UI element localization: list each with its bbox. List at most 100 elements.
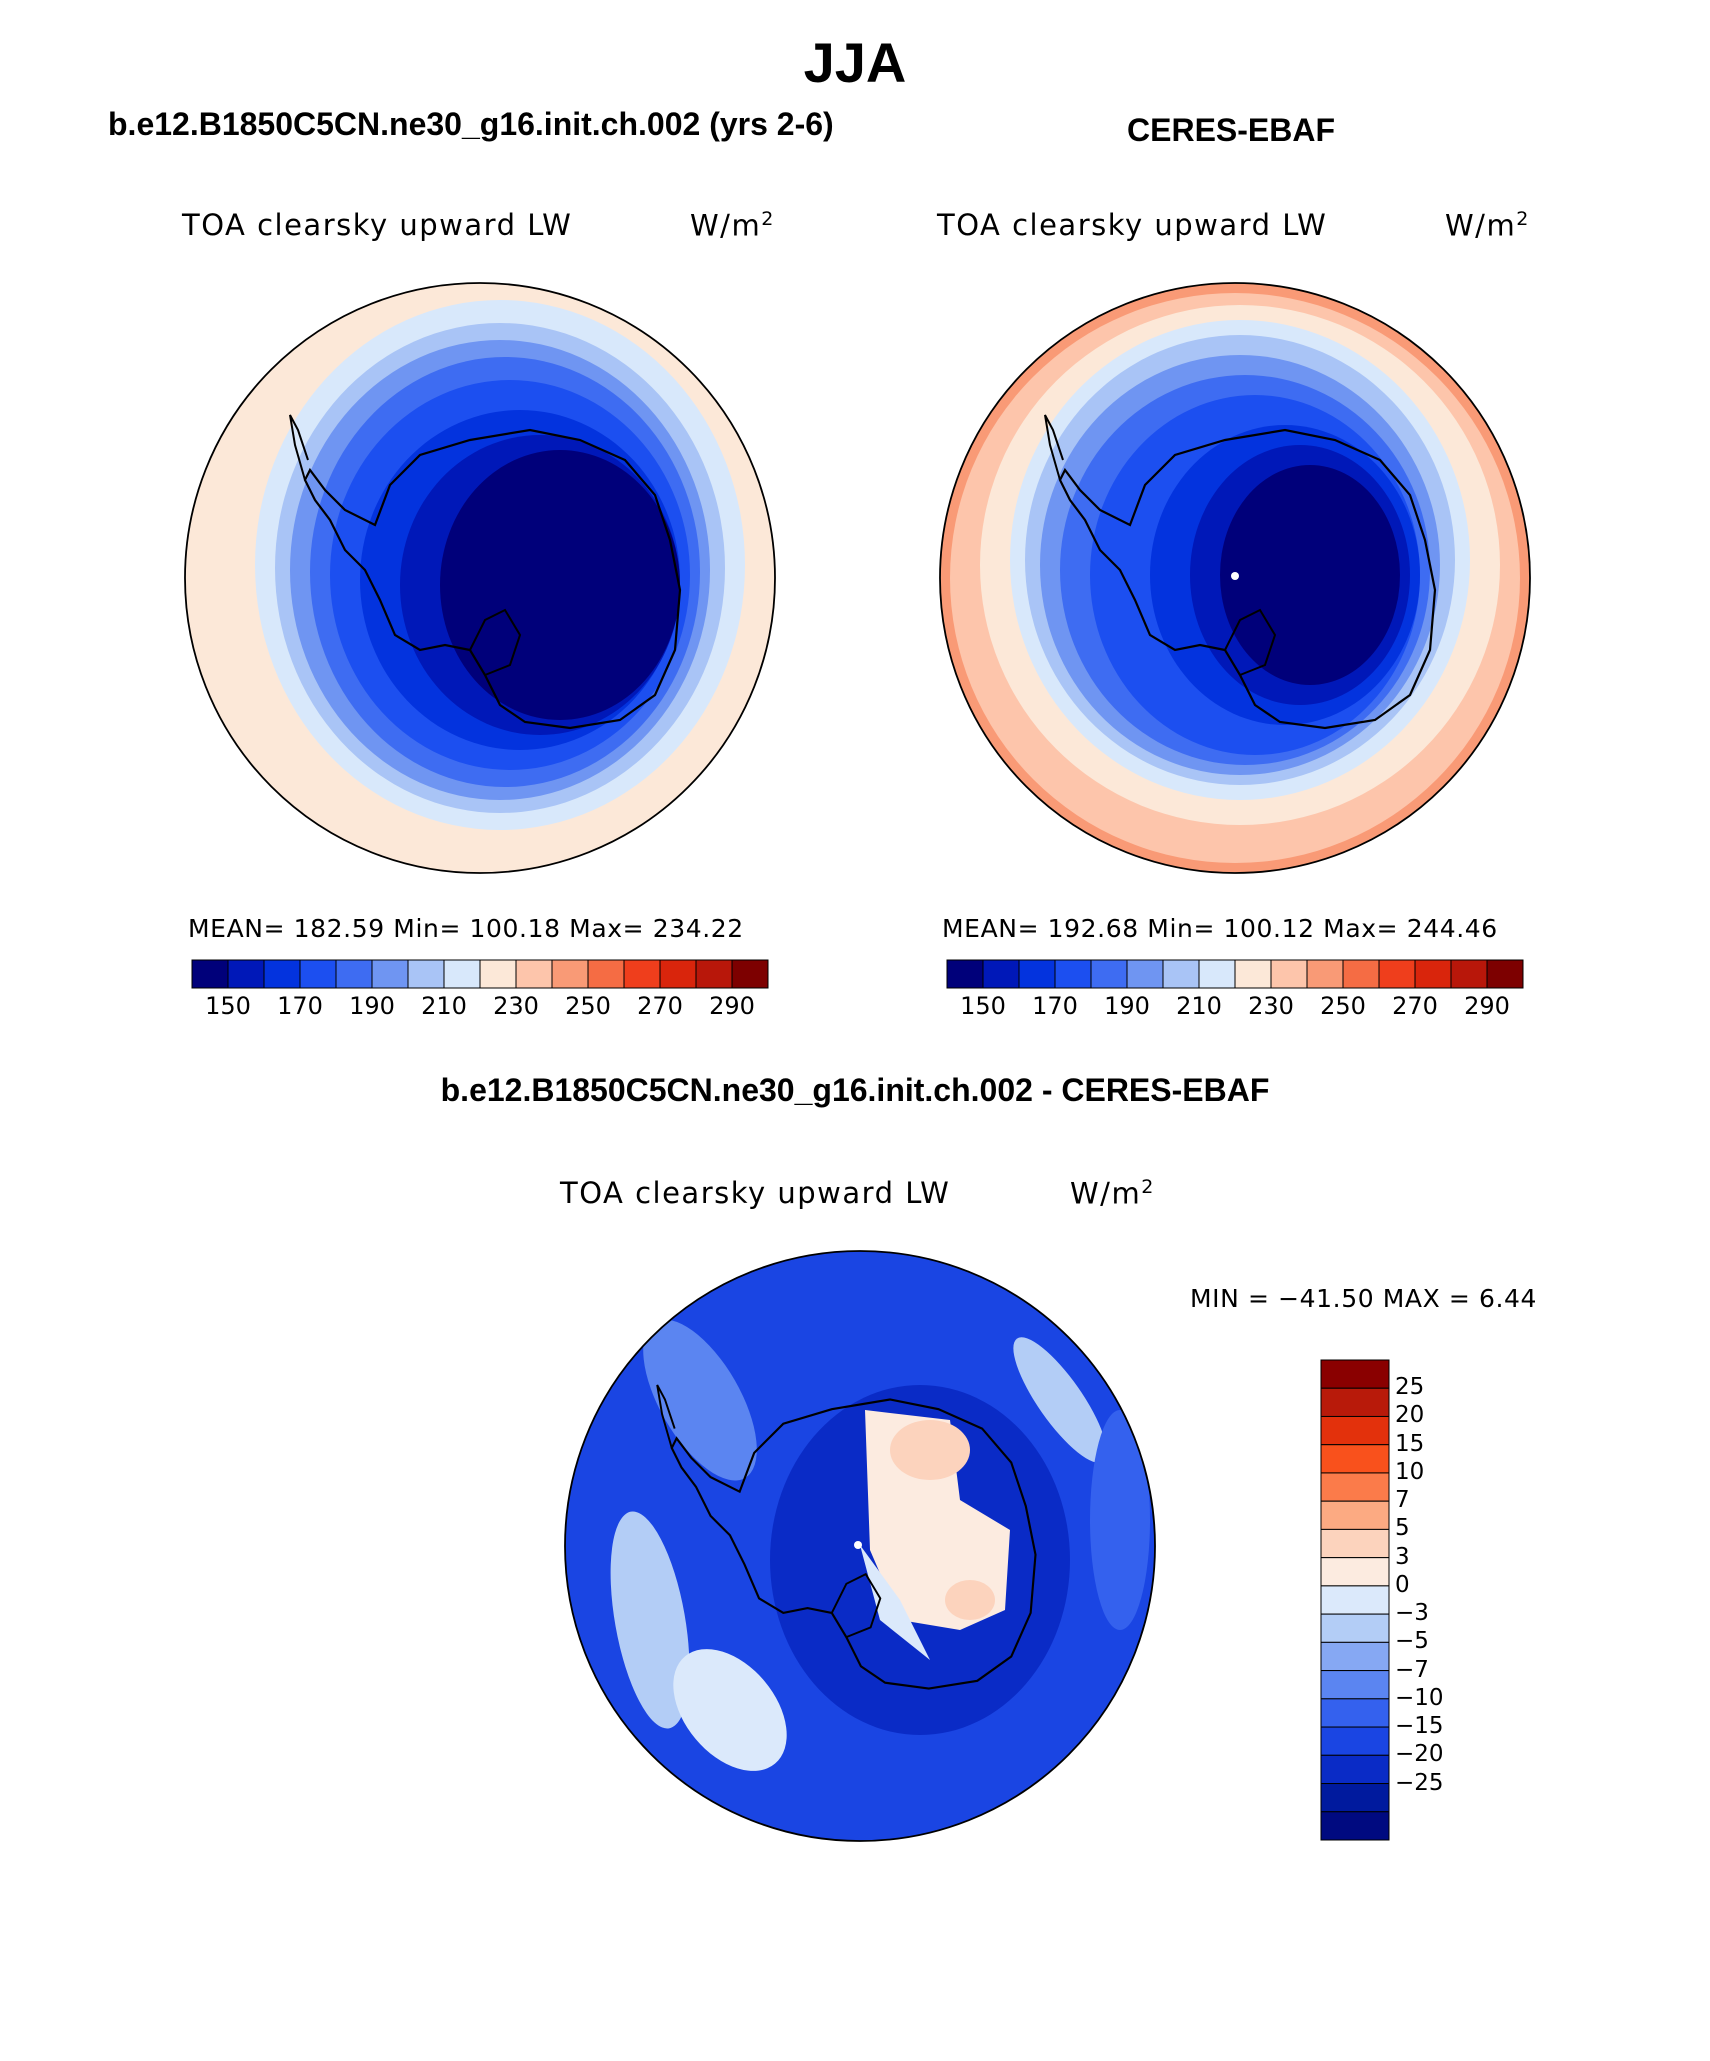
colorbar-swatch [407,959,445,989]
colorbar-diff [1320,1359,1390,1841]
colorbar-swatch [1486,959,1524,989]
map-obs [940,283,1530,873]
colorbar-swatch [1320,1670,1390,1700]
colorbar-tick-label: 230 [1248,992,1294,1020]
colorbar-swatch [1320,1783,1390,1813]
colorbar-swatch [1450,959,1488,989]
colorbar-tick-label: −7 [1395,1656,1429,1683]
variable-label-right: TOA clearsky upward LW [937,208,1328,242]
colorbar-swatch [1378,959,1416,989]
colorbar-right [946,959,1524,989]
stats-left: MEAN= 182.59 Min= 100.18 Max= 234.22 [188,914,744,943]
colorbar-tick-label: −20 [1395,1741,1444,1768]
map-model [185,283,775,873]
colorbar-swatch [263,959,301,989]
colorbar-tick-label: 20 [1395,1402,1425,1429]
colorbar-swatch [1320,1359,1390,1389]
colorbar-swatch [695,959,733,989]
colorbar-tick-label: 10 [1395,1458,1425,1485]
colorbar-swatch [443,959,481,989]
colorbar-tick-label: 15 [1395,1430,1425,1457]
colorbar-swatch [1320,1613,1390,1643]
colorbar-tick-label: −15 [1395,1713,1444,1740]
colorbar-swatch [299,959,337,989]
colorbar-swatch [479,959,517,989]
colorbar-tick-label: 5 [1395,1515,1410,1542]
colorbar-swatch [1270,959,1308,989]
colorbar-tick-label: 210 [1176,992,1222,1020]
colorbar-swatch [1320,1754,1390,1785]
colorbar-swatch [1090,959,1128,989]
colorbar-swatch [659,959,697,989]
colorbar-tick-label: 270 [637,992,683,1020]
colorbar-tick-label: −3 [1395,1600,1429,1627]
colorbar-swatch [515,959,553,989]
colorbar-tick-label: 7 [1395,1487,1410,1514]
colorbar-swatch [1320,1444,1390,1474]
colorbar-swatch [1414,959,1452,989]
colorbar-tick-label: 250 [565,992,611,1020]
difference-title: b.e12.B1850C5CN.ne30_g16.init.ch.002 - C… [440,1072,1270,1108]
case-label-right: CERES-EBAF [1127,112,1336,148]
variable-label-diff: TOA clearsky upward LW [560,1176,951,1210]
colorbar-tick-label: 150 [960,992,1006,1020]
colorbar-swatch [551,959,589,989]
colorbar-tick-label: 150 [205,992,251,1020]
colorbar-tick-label: 0 [1395,1571,1410,1598]
colorbar-swatch [1198,959,1236,989]
colorbar-tick-label: 190 [1104,992,1150,1020]
colorbar-swatch [1320,1641,1390,1672]
colorbar-swatch [1320,1387,1390,1417]
colorbar-swatch [1320,1726,1390,1756]
colorbar-tick-label: −25 [1395,1769,1444,1796]
colorbar-tick-label: 190 [349,992,395,1020]
colorbar-swatch [1234,959,1272,989]
page-title: JJA [803,31,907,94]
colorbar-swatch [587,959,625,989]
colorbar-left [191,959,769,989]
colorbar-swatch [1054,959,1092,989]
colorbar-swatch [191,959,229,989]
units-label-right: W/m2 [1445,208,1530,243]
colorbar-swatch [1320,1698,1390,1728]
colorbar-swatch [1320,1415,1390,1446]
colorbar-tick-label: −10 [1395,1684,1444,1711]
colorbar-tick-label: −5 [1395,1628,1429,1655]
map-difference [565,1251,1155,1841]
colorbar-tick-label: 170 [1032,992,1078,1020]
colorbar-swatch [1126,959,1164,989]
variable-label-left: TOA clearsky upward LW [182,208,573,242]
colorbar-swatch [731,959,769,989]
colorbar-swatch [1320,1528,1390,1559]
colorbar-swatch [1342,959,1380,989]
colorbar-swatch [982,959,1020,989]
colorbar-tick-label: 250 [1320,992,1366,1020]
colorbar-swatch [1018,959,1056,989]
colorbar-swatch [371,959,409,989]
colorbar-swatch [1306,959,1344,989]
colorbar-swatch [227,959,265,989]
case-label-left: b.e12.B1850C5CN.ne30_g16.init.ch.002 (yr… [108,106,834,142]
colorbar-swatch [1320,1811,1390,1841]
colorbar-swatch [946,959,984,989]
colorbar-swatch [623,959,661,989]
colorbar-tick-label: 290 [709,992,755,1020]
stats-right: MEAN= 192.68 Min= 100.12 Max= 244.46 [942,914,1498,943]
colorbar-swatch [1320,1557,1390,1587]
colorbar-tick-label: 210 [421,992,467,1020]
units-label-diff: W/m2 [1070,1176,1155,1211]
colorbar-swatch [1320,1472,1390,1502]
colorbar-swatch [1320,1500,1390,1530]
colorbar-swatch [335,959,373,989]
colorbar-tick-label: 290 [1464,992,1510,1020]
units-label-left: W/m2 [690,208,775,243]
colorbar-tick-label: 270 [1392,992,1438,1020]
colorbar-tick-label: 170 [277,992,323,1020]
colorbar-swatch [1162,959,1200,989]
colorbar-tick-label: 25 [1395,1374,1425,1401]
colorbar-tick-label: 230 [493,992,539,1020]
colorbar-swatch [1320,1585,1390,1615]
minmax-diff: MIN = −41.50 MAX = 6.44 [1190,1284,1538,1313]
colorbar-tick-label: 3 [1395,1543,1410,1570]
